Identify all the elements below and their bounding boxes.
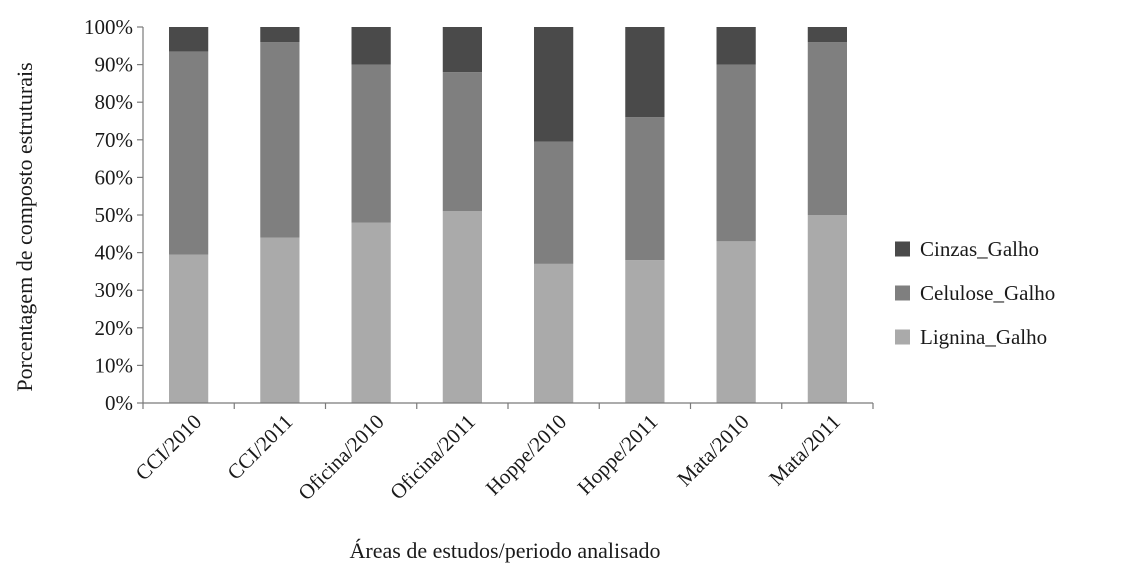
bar-celulose-galho-2 <box>260 42 300 238</box>
legend-label: Cinzas_Galho <box>920 237 1039 261</box>
y-tick-label: 90% <box>95 53 134 77</box>
y-tick-label: 40% <box>95 241 134 265</box>
x-tick-label: Oficina/2011 <box>385 410 480 505</box>
legend-label: Lignina_Galho <box>920 325 1047 349</box>
bar-lignina-galho-6 <box>625 260 665 403</box>
y-tick-label: 30% <box>95 278 134 302</box>
y-axis-title: Porcentagem de composto estruturais <box>12 62 37 391</box>
bar-cinzas-galho-7 <box>716 27 756 65</box>
bar-cinzas-galho-8 <box>807 27 847 43</box>
y-tick-label: 70% <box>95 128 134 152</box>
x-tick-label: Hoppe/2011 <box>573 410 663 500</box>
bar-cinzas-galho-6 <box>625 27 665 118</box>
legend-swatch-lignina-galho <box>895 329 910 345</box>
x-tick-label: Mata/2011 <box>764 410 845 491</box>
bar-celulose-galho-8 <box>807 42 847 215</box>
bar-cinzas-galho-1 <box>169 27 209 52</box>
x-tick-label: CCI/2010 <box>131 410 207 486</box>
bar-celulose-galho-4 <box>442 72 482 212</box>
bar-lignina-galho-2 <box>260 237 300 403</box>
bar-cinzas-galho-4 <box>442 27 482 73</box>
bar-lignina-galho-3 <box>351 222 391 403</box>
x-tick-label: Mata/2010 <box>672 410 753 491</box>
y-tick-label: 20% <box>95 316 134 340</box>
bar-lignina-galho-8 <box>807 215 847 403</box>
legend-swatch-celulose-galho <box>895 285 910 301</box>
bar-lignina-galho-7 <box>716 241 756 403</box>
x-tick-label: Oficina/2010 <box>293 410 388 505</box>
bar-lignina-galho-4 <box>442 211 482 403</box>
bar-celulose-galho-7 <box>716 64 756 242</box>
x-axis-title: Áreas de estudos/periodo analisado <box>350 538 661 563</box>
axes-layer <box>137 26 874 409</box>
bars-layer <box>169 27 847 403</box>
legend-label: Celulose_Galho <box>920 281 1055 305</box>
legend-swatch-cinzas-galho <box>895 241 910 257</box>
bar-lignina-galho-5 <box>534 263 574 403</box>
y-tick-label: 60% <box>95 165 134 189</box>
y-tick-labels: 0% 10% 20% 30% 40% 50% 60% 70% 80% 90% 100% <box>84 15 133 415</box>
legend: Cinzas_Galho Celulose_Galho Lignina_Galho <box>895 237 1055 349</box>
y-tick-label: 0% <box>105 391 133 415</box>
x-tick-label: Hoppe/2010 <box>481 410 571 500</box>
x-tick-labels: CCI/2010 CCI/2011Oficina/2010Oficina/2011… <box>131 410 845 505</box>
bar-cinzas-galho-2 <box>260 27 300 43</box>
x-tick-label: CCI/2011 <box>222 410 297 485</box>
bar-cinzas-galho-5 <box>534 27 574 142</box>
y-tick-label: 80% <box>95 90 134 114</box>
bar-celulose-galho-6 <box>625 117 665 261</box>
bar-cinzas-galho-3 <box>351 27 391 65</box>
y-tick-label: 50% <box>95 203 134 227</box>
y-tick-label: 100% <box>84 15 133 39</box>
bar-celulose-galho-3 <box>351 64 391 223</box>
bar-celulose-galho-5 <box>534 141 574 264</box>
y-tick-label: 10% <box>95 353 134 377</box>
bar-lignina-galho-1 <box>169 254 209 403</box>
bar-celulose-galho-1 <box>169 51 209 255</box>
